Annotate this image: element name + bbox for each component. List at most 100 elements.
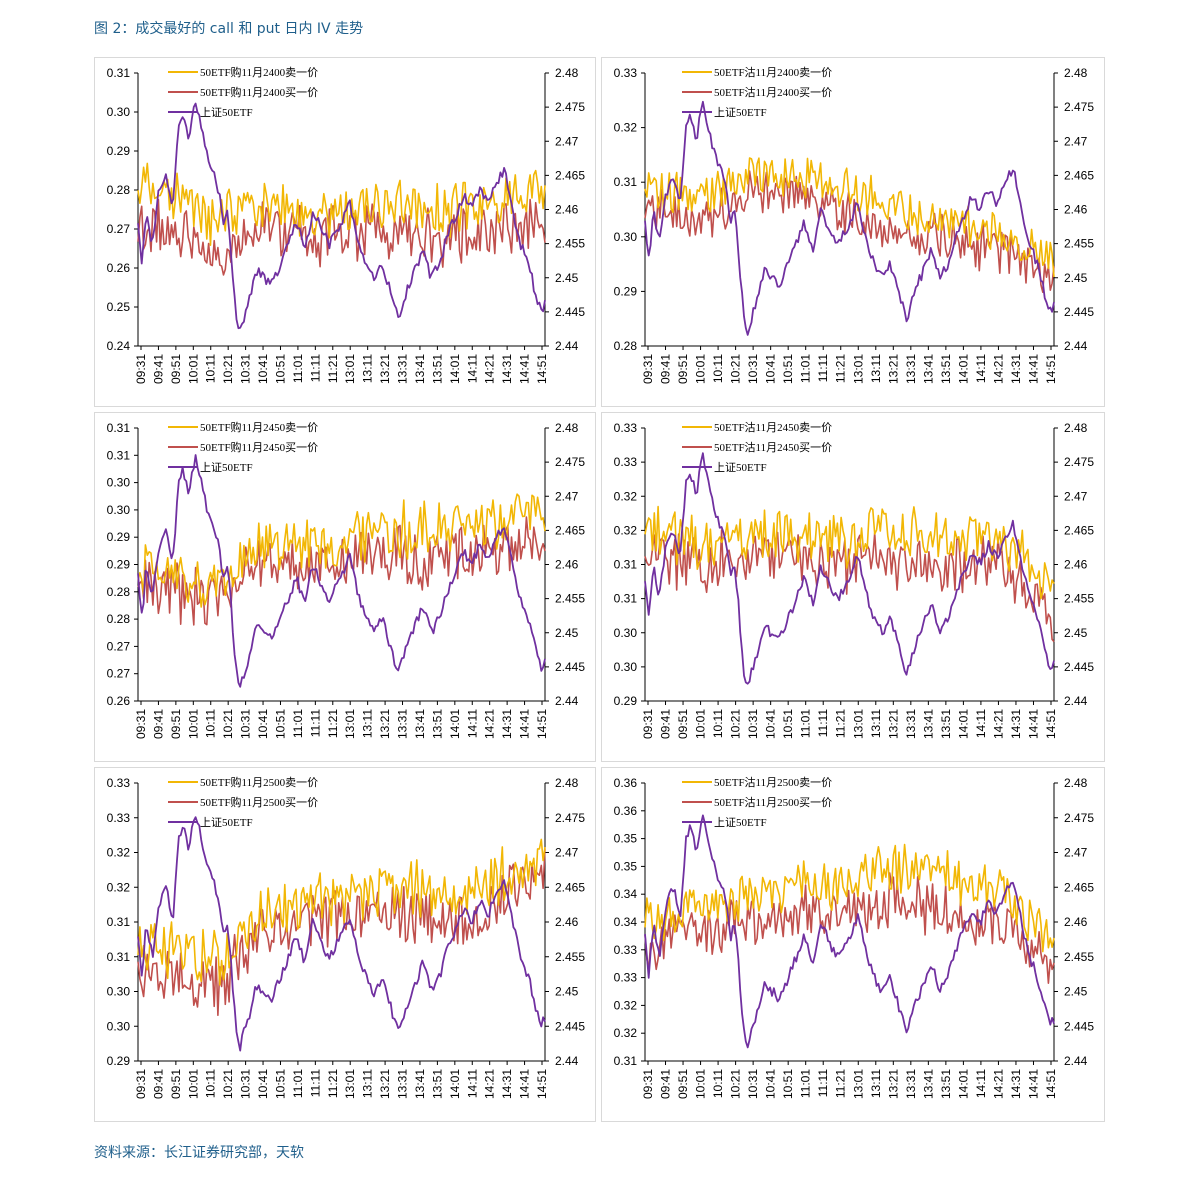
y-tick-label: 0.34 [614,887,638,901]
y-tick-label: 0.29 [107,530,131,544]
y2-tick-label: 2.44 [1064,694,1088,708]
y-tick-label: 0.26 [107,261,131,275]
y2-tick-label: 2.465 [555,880,585,894]
x-tick-label: 09:31 [134,1069,148,1099]
legend-label: 上证50ETF [200,816,253,829]
y-tick-label: 0.31 [107,448,131,462]
y-tick-label: 0.27 [107,667,131,681]
legend-label: 50ETF沽11月2500买一价 [714,796,832,809]
x-tick-label: 14:41 [518,709,532,739]
x-tick-label: 09:51 [676,1069,690,1099]
x-tick-label: 11:21 [326,709,340,738]
x-tick-label: 14:11 [974,354,988,383]
y-tick-label: 0.32 [614,489,638,503]
y-tick-label: 0.32 [614,998,638,1012]
y-tick-label: 0.31 [107,66,131,80]
x-tick-label: 14:11 [974,709,988,738]
chart-svg: 0.29 0.30 0.30 0.31 0.31 0.32 0.32 0.33 0.33 2.44… [107,775,586,1099]
x-tick-label: 13:41 [413,354,427,384]
y2-tick-label: 2.445 [1064,305,1094,319]
y2-tick-label: 2.44 [555,694,579,708]
x-tick-label: 13:11 [361,709,375,738]
y2-tick-label: 2.465 [1064,523,1094,537]
y-tick-label: 0.29 [107,558,131,572]
y2-tick-label: 2.45 [555,985,579,999]
x-tick-label: 11:11 [308,1069,322,1098]
x-tick-label: 14:51 [1044,709,1058,739]
x-tick-label: 13:11 [361,354,375,383]
x-tick-label: 13:51 [939,1069,953,1099]
y2-tick-label: 2.445 [1064,1019,1094,1033]
y2-tick-label: 2.47 [1064,134,1088,148]
y-tick-label: 0.36 [614,804,638,818]
x-tick-label: 11:11 [816,709,830,738]
x-tick-label: 13:21 [886,1069,900,1099]
y2-tick-label: 2.46 [555,915,579,929]
x-tick-label: 09:31 [641,1069,655,1099]
chart-panel-call-2500: 0.29 0.30 0.30 0.31 0.31 0.32 0.32 0.33 0.33 2.44… [94,767,596,1122]
y2-tick-label: 2.445 [555,305,585,319]
x-tick-label: 13:31 [904,354,918,384]
x-tick-label: 14:21 [483,1069,497,1099]
y2-tick-label: 2.455 [555,592,585,606]
y-tick-label: 0.33 [614,943,638,957]
x-tick-label: 10:31 [239,1069,253,1099]
y-tick-label: 0.32 [107,880,131,894]
y2-tick-label: 2.465 [1064,168,1094,182]
series-buy-line [644,170,1055,293]
x-tick-label: 14:41 [518,354,532,384]
x-tick-label: 13:51 [430,354,444,384]
figure-title: 图 2：成交最好的 call 和 put 日内 IV 走势 [94,21,364,37]
x-tick-label: 13:41 [921,354,935,384]
x-tick-label: 14:51 [535,709,549,739]
y2-tick-label: 2.44 [1064,1054,1088,1068]
y2-tick-label: 2.455 [555,237,585,251]
x-tick-label: 14:21 [483,354,497,384]
x-tick-label: 13:51 [939,709,953,739]
y-tick-label: 0.33 [107,811,131,825]
x-tick-label: 11:11 [816,1069,830,1098]
x-tick-label: 13:21 [378,354,392,384]
series-etf-line [644,100,1055,336]
x-tick-label: 09:41 [659,709,673,739]
y2-tick-label: 2.44 [555,339,579,353]
y-tick-label: 0.31 [614,558,638,572]
series-etf-line [137,454,546,688]
series-buy-line [137,848,546,1016]
legend-label: 50ETF购11月2450卖一价 [200,420,318,434]
y-tick-label: 0.31 [107,950,131,964]
y2-tick-label: 2.475 [555,455,585,469]
x-tick-label: 11:01 [291,354,305,383]
y2-tick-label: 2.47 [1064,489,1088,503]
x-tick-label: 10:11 [711,1069,725,1098]
y2-tick-label: 2.47 [1064,846,1088,860]
y-tick-label: 0.31 [107,915,131,929]
x-tick-label: 10:41 [764,354,778,384]
x-tick-label: 13:01 [851,354,865,384]
legend-label: 上证50ETF [200,461,253,474]
x-tick-label: 14:31 [1009,1069,1023,1099]
y-tick-label: 0.26 [107,694,131,708]
x-tick-label: 10:01 [186,709,200,739]
x-tick-label: 13:31 [904,1069,918,1099]
x-tick-label: 09:41 [659,1069,673,1099]
x-tick-label: 10:01 [694,354,708,384]
x-tick-label: 10:11 [204,354,218,383]
x-tick-label: 14:41 [1026,1069,1040,1099]
chart-panel-put-2450: 0.29 0.30 0.30 0.31 0.31 0.32 0.32 0.33 0.33 2.44… [601,412,1105,762]
chart-panel-call-2450: 0.26 0.27 0.27 0.28 0.28 0.29 0.29 0.30 0.30 0.31… [94,412,596,762]
x-tick-label: 10:41 [256,354,270,384]
x-tick-label: 10:21 [221,1069,235,1099]
chart-svg: 0.31 0.32 0.32 0.33 0.33 0.34 0.34 0.35 0.35 0.36… [614,776,1095,1099]
series-etf-line [644,814,1055,1049]
x-tick-label: 13:11 [869,354,883,383]
x-tick-label: 14:41 [518,1069,532,1099]
y-tick-label: 0.35 [614,832,638,846]
x-tick-label: 13:51 [939,354,953,384]
y-tick-label: 0.28 [107,183,131,197]
x-tick-label: 09:41 [659,354,673,384]
y2-tick-label: 2.455 [555,950,585,964]
x-tick-label: 09:31 [134,709,148,739]
y2-tick-label: 2.47 [555,134,579,148]
x-tick-label: 10:51 [273,354,287,384]
